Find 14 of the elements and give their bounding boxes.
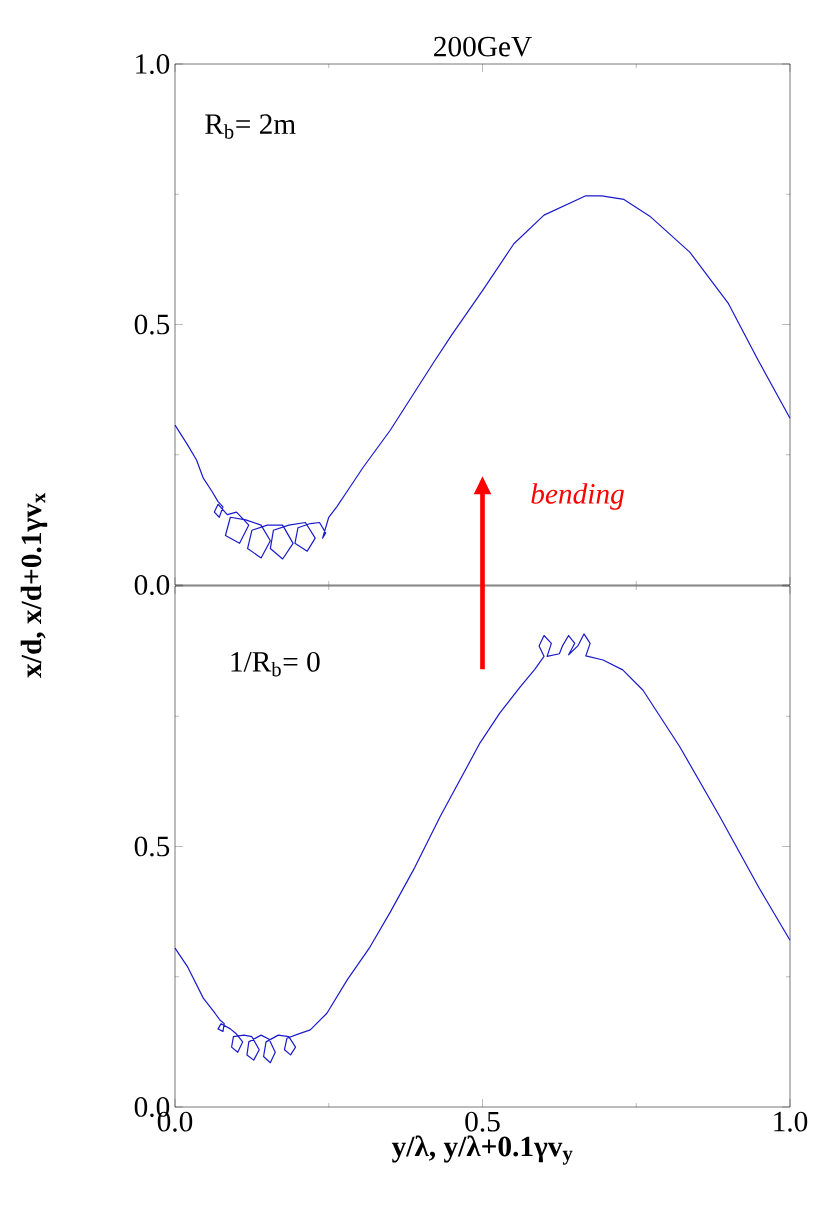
- x-tick-label: 0.5: [465, 1111, 500, 1132]
- annotation: 1/R$_{b}$= 0: [231, 651, 320, 677]
- annotation: R$_{b}$= 2m: [205, 114, 296, 139]
- line-series: [174, 633, 791, 1064]
- line-series: [174, 195, 791, 560]
- y-axis-title: x/d, x/d+0.1γv$_{x}$: [20, 492, 48, 678]
- chart-title: 200GeV: [434, 36, 532, 57]
- x-axis-title: y/λ, y/λ+0.1γv$_{y}$: [391, 1135, 573, 1165]
- x-tick-label: 1.0: [774, 1111, 808, 1132]
- y-tick-label: 1.0: [136, 54, 170, 74]
- y-tick-label: 0.5: [134, 836, 170, 857]
- y-tick-label: 0.5: [134, 314, 170, 335]
- y-tick-label: 0.0: [134, 575, 170, 595]
- annotation: bending: [531, 483, 624, 510]
